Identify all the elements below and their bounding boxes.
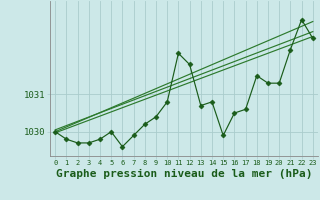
- X-axis label: Graphe pression niveau de la mer (hPa): Graphe pression niveau de la mer (hPa): [56, 169, 312, 179]
